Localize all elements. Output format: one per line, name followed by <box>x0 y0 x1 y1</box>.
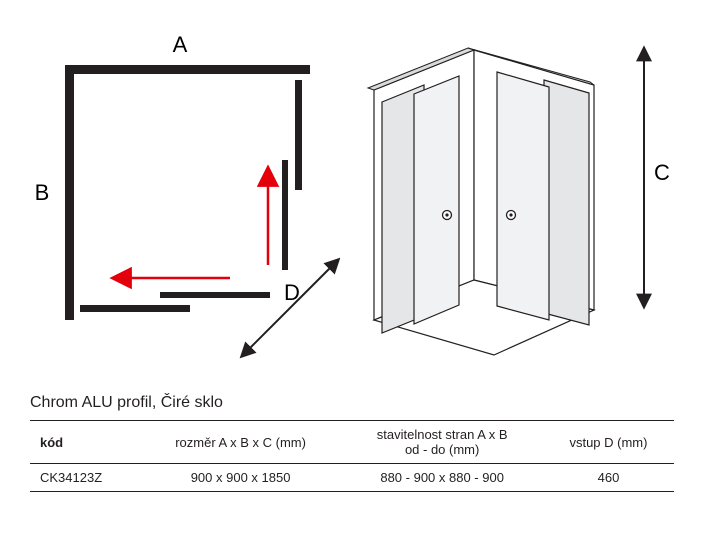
label-a: A <box>173 32 188 57</box>
cell-code: CK34123Z <box>30 464 140 492</box>
fixed-panel-bottom <box>80 305 190 312</box>
table-row: CK34123Z 900 x 900 x 1850 880 - 900 x 88… <box>30 464 674 492</box>
fixed-panel-right <box>295 80 302 190</box>
section-title: Chrom ALU profil, Čiré sklo <box>30 394 674 412</box>
right-slide-panel <box>497 72 549 320</box>
cell-dims: 900 x 900 x 1850 <box>140 464 342 492</box>
cell-entry: 460 <box>543 464 674 492</box>
label-b: B <box>35 180 50 205</box>
th-adjust: stavitelnost stran A x B od - do (mm) <box>341 421 543 464</box>
cell-adjust: 880 - 900 x 880 - 900 <box>341 464 543 492</box>
slide-panel-right <box>282 160 288 270</box>
th-dims: rozměr A x B x C (mm) <box>140 421 342 464</box>
plan-diagram: A B D <box>30 30 340 360</box>
iso-diagram: C <box>344 30 674 360</box>
spec-table: kód rozměr A x B x C (mm) stavitelnost s… <box>30 420 674 492</box>
slide-panel-bottom <box>160 292 270 298</box>
left-slide-panel <box>414 76 459 324</box>
right-fixed-panel <box>544 80 589 325</box>
diagram-row: A B D <box>30 30 674 370</box>
th-entry: vstup D (mm) <box>543 421 674 464</box>
label-c: C <box>654 160 670 185</box>
spec-sheet: A B D <box>0 0 704 536</box>
corner-frame <box>65 65 310 320</box>
th-code: kód <box>30 421 140 464</box>
